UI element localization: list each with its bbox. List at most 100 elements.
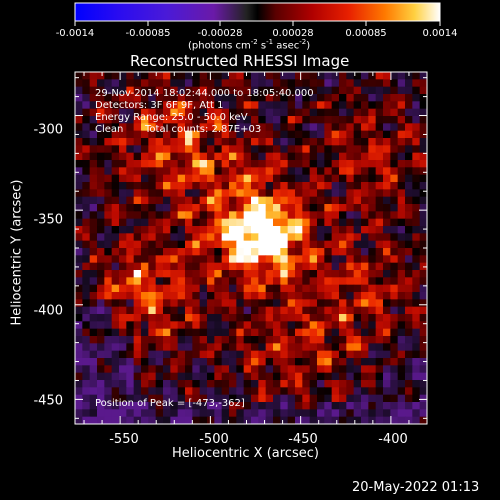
heatmap-cell — [375, 123, 384, 132]
heatmap-cell — [280, 145, 289, 154]
heatmap-cell — [141, 196, 149, 205]
heatmap-cell — [148, 416, 157, 424]
heatmap-cell — [126, 262, 135, 271]
heatmap-cell — [75, 174, 83, 183]
heatmap-cell — [265, 387, 274, 396]
heatmap-cell — [82, 416, 91, 424]
heatmap-cell — [104, 372, 113, 381]
heatmap-cell — [265, 79, 274, 88]
heatmap-cell — [361, 277, 369, 286]
heatmap-cell — [75, 101, 83, 110]
heatmap-cell — [185, 350, 193, 359]
heatmap-cell — [243, 160, 252, 168]
heatmap-cell — [309, 152, 318, 161]
heatmap-cell — [353, 306, 362, 315]
heatmap-cell — [163, 138, 171, 146]
heatmap-cell — [383, 365, 391, 374]
heatmap-cell — [339, 226, 347, 234]
heatmap-cell — [353, 314, 362, 322]
heatmap-cell — [419, 174, 427, 183]
heatmap-cell — [243, 211, 252, 220]
heatmap-cell — [273, 365, 281, 374]
heatmap-cell — [192, 248, 201, 256]
heatmap-cell — [221, 402, 230, 410]
heatmap-cell — [339, 380, 347, 388]
heatmap-cell — [375, 387, 384, 396]
heatmap-cell — [331, 182, 340, 190]
heatmap-cell — [97, 240, 105, 249]
heatmap-cell — [111, 365, 120, 374]
heatmap-cell — [177, 226, 186, 234]
heatmap-cell — [104, 160, 113, 168]
heatmap-cell — [339, 387, 347, 396]
heatmap-cell — [75, 218, 83, 227]
heatmap-cell — [119, 270, 127, 278]
heatmap-cell — [199, 167, 208, 176]
heatmap-cell — [309, 72, 318, 80]
heatmap-cell — [221, 145, 230, 154]
heatmap-cell — [111, 321, 120, 330]
heatmap-cell — [309, 233, 318, 242]
heatmap-cell — [207, 130, 215, 139]
heatmap-cell — [346, 387, 355, 396]
heatmap-cell — [331, 94, 340, 102]
heatmap-cell — [397, 204, 406, 212]
heatmap-cell — [155, 240, 164, 249]
heatmap-cell — [258, 270, 267, 278]
heatmap-cell — [412, 196, 421, 205]
heatmap-cell — [251, 196, 259, 205]
heatmap-cell — [207, 94, 215, 102]
heatmap-cell — [199, 130, 208, 139]
heatmap-cell — [273, 138, 281, 146]
heatmap-cell — [258, 160, 267, 168]
heatmap-cell — [331, 365, 340, 374]
heatmap-cell — [412, 108, 421, 117]
heatmap-cell — [331, 255, 340, 264]
heatmap-cell — [331, 343, 340, 352]
heatmap-cell — [199, 196, 208, 205]
heatmap-cell — [192, 116, 201, 124]
heatmap-cell — [97, 299, 105, 308]
heatmap-cell — [287, 72, 296, 80]
heatmap-cell — [375, 160, 384, 168]
heatmap-cell — [383, 211, 391, 220]
heatmap-cell — [185, 86, 193, 95]
heatmap-cell — [361, 72, 369, 80]
heatmap-cell — [397, 270, 406, 278]
heatmap-cell — [419, 306, 427, 315]
heatmap-cell — [82, 130, 91, 139]
heatmap-cell — [375, 226, 384, 234]
heatmap-cell — [97, 211, 105, 220]
heatmap-cell — [383, 226, 391, 234]
heatmap-cell — [339, 182, 347, 190]
heatmap-cell — [192, 277, 201, 286]
heatmap-cell — [214, 416, 223, 424]
heatmap-cell — [163, 284, 171, 293]
heatmap-cell — [390, 204, 399, 212]
heatmap-cell — [141, 72, 149, 80]
heatmap-cell — [346, 314, 355, 322]
heatmap-cell — [133, 116, 142, 124]
heatmap-cell — [324, 182, 333, 190]
heatmap-cell — [126, 218, 135, 227]
heatmap-cell — [163, 365, 171, 374]
heatmap-cell — [353, 145, 362, 154]
heatmap-cell — [317, 262, 325, 271]
heatmap-cell — [361, 336, 369, 344]
heatmap-cell — [207, 79, 215, 88]
heatmap-cell — [405, 402, 413, 410]
heatmap-cell — [236, 292, 245, 300]
heatmap-cell — [221, 116, 230, 124]
heatmap-cell — [236, 226, 245, 234]
heatmap-cell — [82, 167, 91, 176]
heatmap-cell — [339, 292, 347, 300]
heatmap-cell — [390, 152, 399, 161]
heatmap-cell — [229, 314, 237, 322]
x-tick-label: -500 — [199, 432, 229, 447]
heatmap-cell — [397, 226, 406, 234]
x-tick-label: -450 — [288, 432, 318, 447]
heatmap-cell — [119, 167, 127, 176]
heatmap-cell — [192, 358, 201, 366]
heatmap-cell — [339, 255, 347, 264]
heatmap-cell — [287, 174, 296, 183]
